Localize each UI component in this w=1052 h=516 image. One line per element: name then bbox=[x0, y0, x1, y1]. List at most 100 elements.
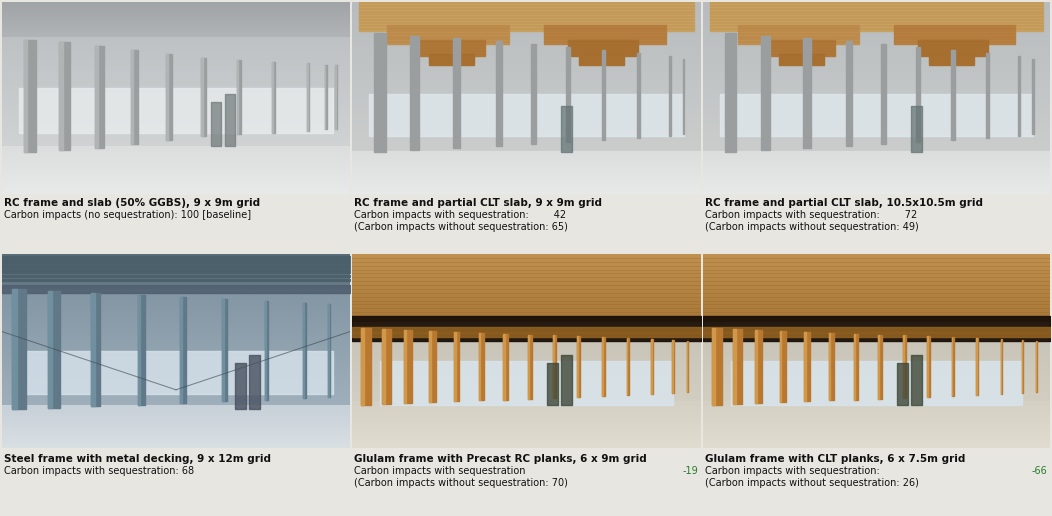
Bar bbox=[222, 299, 227, 401]
Text: Carbon impacts with sequestration: Carbon impacts with sequestration bbox=[355, 466, 526, 476]
Bar bbox=[566, 47, 570, 142]
Bar bbox=[829, 333, 830, 400]
Bar bbox=[881, 44, 886, 144]
Bar bbox=[1000, 340, 1003, 394]
Bar bbox=[846, 41, 852, 146]
Bar bbox=[725, 33, 736, 152]
Bar bbox=[754, 330, 763, 404]
Bar bbox=[303, 302, 306, 398]
Bar bbox=[328, 304, 330, 397]
Bar bbox=[805, 332, 810, 401]
Bar bbox=[404, 330, 411, 404]
Bar bbox=[553, 335, 557, 397]
Bar bbox=[927, 336, 930, 397]
Bar bbox=[48, 291, 60, 408]
Bar bbox=[853, 333, 857, 399]
Bar bbox=[24, 40, 27, 152]
Bar bbox=[1017, 56, 1019, 136]
Bar bbox=[568, 40, 639, 56]
Bar bbox=[894, 25, 1015, 44]
Bar bbox=[711, 328, 714, 406]
Bar bbox=[382, 329, 385, 405]
Bar bbox=[382, 329, 391, 405]
Bar bbox=[95, 46, 104, 148]
Bar bbox=[578, 336, 581, 397]
Text: Carbon impacts (no sequestration): 100 [baseline]: Carbon impacts (no sequestration): 100 [… bbox=[4, 210, 251, 220]
Bar bbox=[853, 333, 855, 399]
Bar bbox=[265, 300, 266, 400]
Bar bbox=[361, 328, 364, 406]
Bar bbox=[711, 328, 722, 406]
Bar bbox=[504, 333, 508, 399]
Bar bbox=[336, 66, 337, 128]
Bar bbox=[271, 61, 275, 133]
Text: (Carbon impacts without sequestration: 70): (Carbon impacts without sequestration: 7… bbox=[355, 478, 568, 488]
Text: -19: -19 bbox=[683, 466, 697, 476]
Bar bbox=[1021, 341, 1023, 393]
Bar bbox=[804, 39, 811, 148]
Bar bbox=[918, 40, 988, 56]
Bar bbox=[602, 50, 605, 140]
Bar bbox=[780, 331, 786, 402]
Text: Glulam frame with Precast RC planks, 6 x 9m grid: Glulam frame with Precast RC planks, 6 x… bbox=[355, 454, 647, 464]
Bar bbox=[95, 46, 98, 148]
Bar bbox=[737, 25, 859, 44]
Bar bbox=[976, 338, 978, 395]
Bar bbox=[951, 50, 954, 140]
Text: (Carbon impacts without sequestration: 26): (Carbon impacts without sequestration: 2… bbox=[705, 478, 918, 488]
Bar bbox=[59, 42, 62, 150]
Bar bbox=[404, 330, 406, 404]
Bar bbox=[829, 333, 834, 400]
Bar bbox=[903, 335, 906, 397]
Bar bbox=[766, 40, 835, 56]
Bar bbox=[453, 332, 456, 401]
Bar bbox=[495, 41, 502, 146]
Bar bbox=[952, 337, 954, 396]
Bar bbox=[237, 60, 238, 135]
Bar bbox=[13, 289, 17, 409]
Bar bbox=[429, 331, 431, 402]
Bar bbox=[361, 328, 371, 406]
Bar bbox=[265, 300, 268, 400]
Bar bbox=[410, 36, 420, 150]
Bar bbox=[636, 53, 640, 138]
Bar bbox=[916, 47, 920, 142]
Text: (Carbon impacts without sequestration: 49): (Carbon impacts without sequestration: 4… bbox=[705, 222, 918, 232]
Bar bbox=[24, 40, 36, 152]
Bar bbox=[733, 329, 736, 405]
Bar bbox=[429, 331, 436, 402]
Bar bbox=[602, 337, 605, 396]
Bar bbox=[986, 53, 989, 138]
Bar bbox=[754, 330, 757, 404]
Bar bbox=[1032, 59, 1033, 135]
Bar bbox=[528, 334, 531, 398]
Bar bbox=[544, 25, 666, 44]
Bar bbox=[166, 54, 168, 140]
Bar bbox=[325, 66, 326, 128]
Bar bbox=[710, 2, 1044, 31]
Bar bbox=[672, 341, 673, 393]
Bar bbox=[780, 331, 782, 402]
Bar bbox=[453, 332, 460, 401]
Bar bbox=[138, 295, 145, 405]
Bar bbox=[180, 297, 186, 403]
Bar bbox=[651, 340, 653, 394]
Bar bbox=[222, 299, 224, 401]
Text: Carbon impacts with sequestration:        42: Carbon impacts with sequestration: 42 bbox=[355, 210, 566, 220]
Bar bbox=[201, 58, 203, 136]
Bar bbox=[359, 2, 694, 31]
Bar bbox=[48, 291, 53, 408]
Bar bbox=[733, 329, 743, 405]
Bar bbox=[929, 54, 974, 66]
Bar bbox=[414, 40, 485, 56]
Bar bbox=[453, 39, 461, 148]
Bar bbox=[429, 54, 474, 66]
Bar bbox=[627, 338, 629, 395]
Bar bbox=[805, 332, 806, 401]
Bar bbox=[780, 54, 825, 66]
Text: -66: -66 bbox=[1031, 466, 1047, 476]
Bar bbox=[683, 59, 685, 135]
Bar bbox=[878, 334, 882, 398]
Bar bbox=[237, 60, 241, 135]
Bar bbox=[479, 333, 480, 400]
